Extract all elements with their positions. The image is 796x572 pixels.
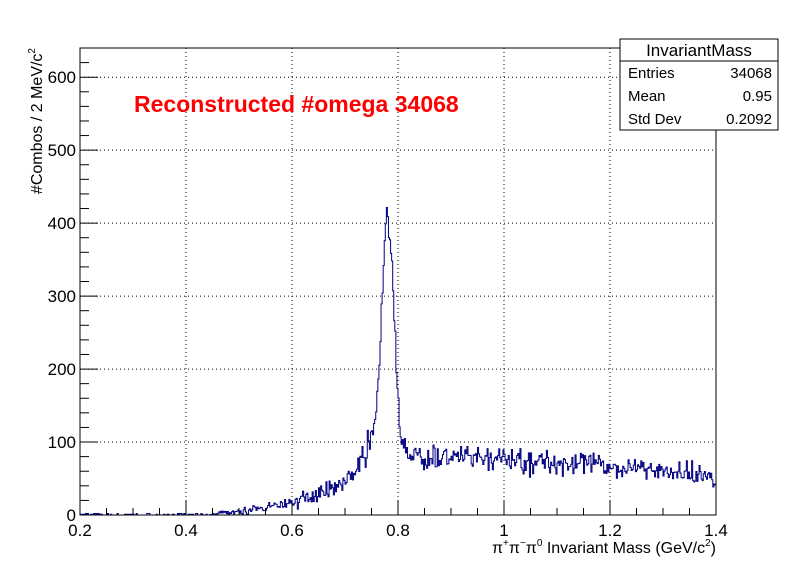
axis-ticks [79,47,717,516]
stats-entries-value: 34068 [730,65,772,82]
y-tick-label: 400 [48,214,76,233]
chart-annotation: Reconstructed #omega 34068 [134,91,459,117]
stats-entries-label: Entries [628,65,675,82]
x-tick-label: 1 [499,521,508,540]
x-tick-label: 0.4 [174,521,198,540]
stats-stddev-label: Std Dev [628,111,682,128]
y-tick-label: 600 [48,68,76,87]
stats-box: InvariantMass Entries 34068 Mean 0.95 St… [619,38,779,131]
y-tick-label: 0 [67,506,76,525]
stats-mean-value: 0.95 [743,88,772,105]
tick-labels: 0.2 0.4 0.6 0.8 1 1.2 1.4 0 100 200 300 400 500 600 [48,68,728,540]
y-axis-label: #Combos / 2 MeV/c2 [27,48,46,195]
stats-mean-label: Mean [628,88,666,105]
x-tick-label: 0.6 [280,521,304,540]
y-tick-label: 200 [48,360,76,379]
stats-box-title: InvariantMass [646,41,752,60]
y-tick-label: 100 [48,433,76,452]
y-tick-label: 500 [48,141,76,160]
stats-stddev-value: 0.2092 [726,111,772,128]
x-tick-label: 0.2 [68,521,92,540]
y-tick-label: 300 [48,287,76,306]
x-tick-label: 1.2 [598,521,622,540]
x-tick-label: 0.8 [386,521,410,540]
x-axis-label: π+π−π0 Invariant Mass (GeV/c2) [492,538,716,557]
x-tick-label: 1.4 [704,521,728,540]
